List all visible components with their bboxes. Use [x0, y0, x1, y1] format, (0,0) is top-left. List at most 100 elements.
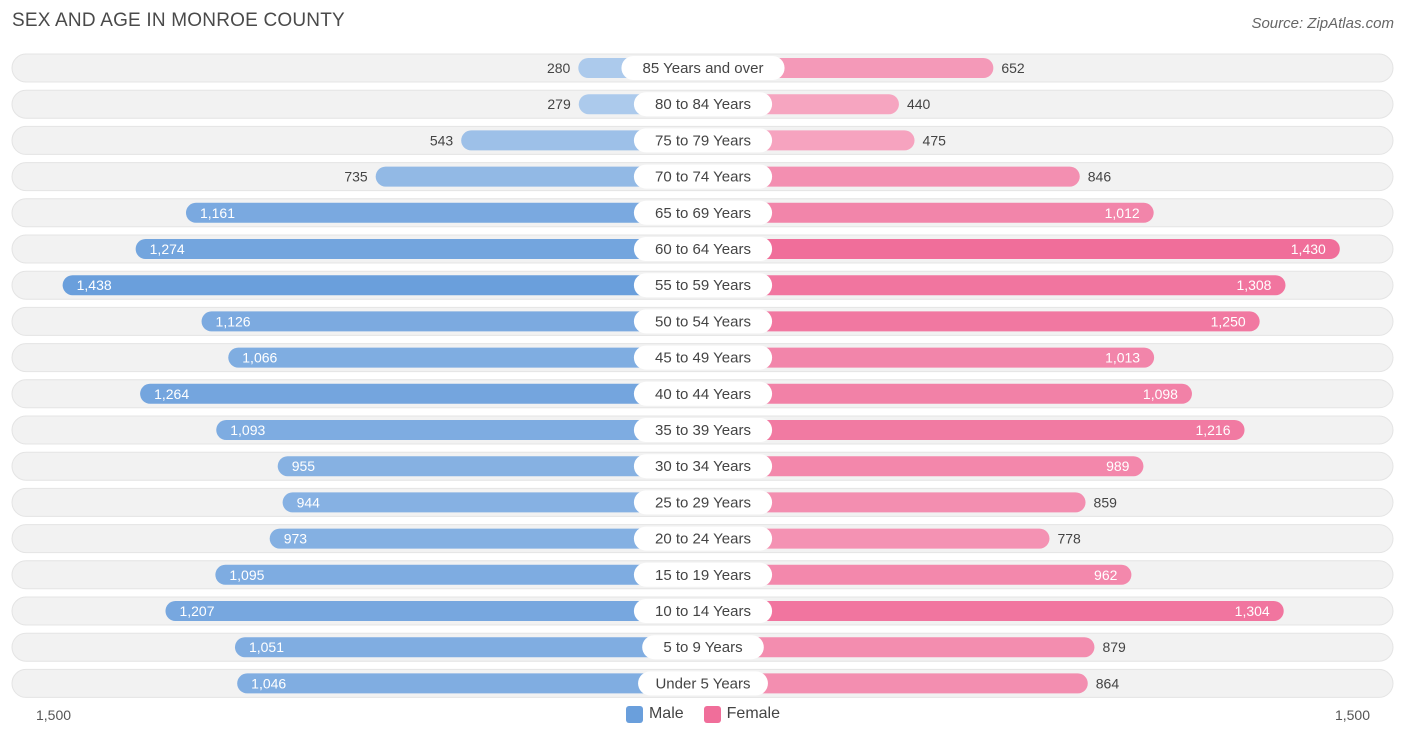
age-row: 1,264 1,098 40 to 44 Years: [11, 379, 1394, 409]
male-value-label: 1,161: [200, 205, 235, 221]
male-value-label: 1,046: [251, 675, 286, 691]
male-bar: [228, 347, 704, 368]
female-value-label: 879: [1102, 639, 1126, 655]
male-bar: [282, 492, 703, 513]
female-bar: [703, 311, 1260, 332]
male-bar: [135, 239, 704, 259]
category-label-bg: [633, 562, 773, 587]
female-bar: [703, 564, 1132, 585]
male-value-label: 543: [430, 132, 454, 148]
category-label-bg: [633, 418, 773, 442]
category-label: 50 to 54 Years: [655, 313, 751, 330]
female-value-label: 1,250: [1211, 313, 1246, 329]
age-row: 735 846 70 to 74 Years: [11, 162, 1394, 192]
category-label: 25 to 29 Years: [655, 494, 751, 511]
category-label-bg: [633, 309, 773, 334]
male-value-label: 735: [344, 169, 368, 185]
age-row: 1,066 1,013 45 to 49 Years: [11, 343, 1394, 373]
female-value-label: 1,013: [1105, 350, 1140, 366]
female-bar: [703, 528, 1050, 549]
female-value-label: 1,012: [1105, 205, 1140, 221]
female-bar: [703, 383, 1192, 404]
category-label: 35 to 39 Years: [655, 422, 751, 439]
category-label-bg: [633, 237, 773, 261]
female-value-label: 864: [1096, 675, 1120, 691]
category-label-bg: [633, 381, 773, 406]
category-label-bg: [633, 92, 773, 117]
female-value-label: 1,304: [1235, 603, 1270, 619]
male-value-label: 1,093: [230, 422, 265, 438]
age-row: 955 989 30 to 34 Years: [11, 451, 1394, 481]
category-label-bg: [633, 599, 773, 623]
category-label-bg: [638, 671, 768, 696]
age-row: 1,095 962 15 to 19 Years: [11, 560, 1394, 590]
male-value-label: 1,274: [150, 241, 185, 257]
axis-right-label: 1,500: [1334, 707, 1370, 723]
legend: Male Female: [0, 705, 1406, 723]
female-value-label: 1,098: [1143, 386, 1178, 402]
female-bar: [703, 637, 1095, 658]
male-value-label: 1,207: [179, 603, 214, 619]
male-bar: [234, 637, 704, 658]
category-label: 70 to 74 Years: [655, 169, 751, 186]
female-value-label: 1,308: [1236, 277, 1271, 293]
age-row: 973 778 20 to 24 Years: [11, 524, 1394, 554]
male-value-label: 1,066: [242, 350, 277, 366]
category-label: 85 Years and over: [643, 60, 764, 77]
category-label: 75 to 79 Years: [655, 132, 751, 149]
female-value-label: 1,430: [1291, 241, 1326, 257]
legend-item-male: Male: [625, 705, 684, 723]
male-value-label: 944: [297, 494, 321, 510]
female-bar: [703, 202, 1154, 223]
male-value-label: 1,126: [216, 313, 251, 329]
male-bar: [215, 564, 704, 585]
male-value-label: 1,264: [154, 386, 189, 402]
age-row: 1,274 1,430 60 to 64 Years: [11, 234, 1394, 264]
male-bar: [185, 202, 703, 223]
male-value-label: 955: [292, 458, 316, 474]
category-label: 80 to 84 Years: [655, 96, 751, 113]
category-label: Under 5 Years: [655, 675, 750, 692]
female-bar: [703, 275, 1286, 296]
category-label-bg: [633, 345, 773, 370]
age-row: 1,207 1,304 10 to 14 Years: [11, 596, 1394, 626]
age-row: 1,046 864 Under 5 Years: [11, 668, 1394, 698]
male-bar: [216, 420, 703, 440]
age-row: 280 652 85 Years and over: [11, 53, 1394, 83]
female-bar: [703, 239, 1340, 259]
category-label-bg: [633, 128, 773, 153]
female-value-label: 989: [1106, 458, 1130, 474]
age-row: 1,126 1,250 50 to 54 Years: [11, 306, 1394, 336]
female-bar: [703, 456, 1144, 477]
category-label: 30 to 34 Years: [655, 458, 751, 475]
category-label: 40 to 44 Years: [655, 386, 751, 403]
category-label: 45 to 49 Years: [655, 350, 751, 367]
category-label-bg: [633, 526, 773, 551]
legend-item-female: Female: [703, 705, 780, 723]
female-bar: [703, 347, 1155, 368]
male-bar: [277, 456, 703, 477]
male-bar: [62, 275, 704, 296]
age-row: 279 440 80 to 84 Years: [11, 89, 1394, 119]
category-label-bg: [633, 164, 773, 189]
female-bar: [703, 420, 1245, 440]
female-bar: [703, 673, 1088, 694]
female-value-label: 652: [1001, 60, 1025, 76]
category-label-bg: [633, 454, 773, 479]
male-bar: [165, 601, 703, 621]
male-value-label: 1,438: [77, 277, 112, 293]
male-bar: [140, 383, 704, 404]
age-row: 1,051 879 5 to 9 Years: [11, 632, 1394, 662]
male-value-label: 279: [547, 96, 571, 112]
female-value-label: 440: [907, 96, 931, 112]
male-bar: [269, 528, 703, 549]
category-label: 15 to 19 Years: [655, 567, 751, 584]
female-value-label: 1,216: [1195, 422, 1230, 438]
age-row: 1,438 1,308 55 to 59 Years: [11, 270, 1394, 300]
category-label-bg: [642, 635, 764, 660]
population-pyramid-chart: 280 652 85 Years and over 279 440 80 to 84 Ye…: [11, 53, 1394, 698]
male-bar: [201, 311, 703, 332]
category-label-bg: [621, 56, 785, 80]
legend-label-male: Male: [648, 705, 684, 722]
female-value-label: 846: [1088, 169, 1112, 185]
